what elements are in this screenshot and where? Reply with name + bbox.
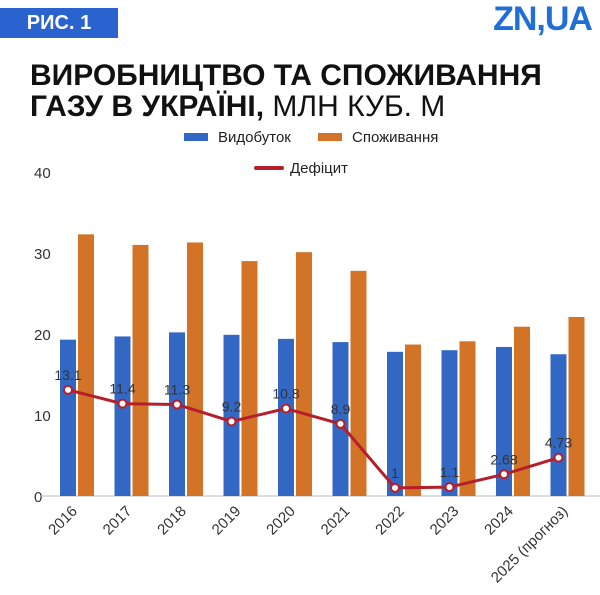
logo: ZN,UA — [493, 0, 593, 38]
deficit-label-7: 1.1 — [440, 464, 460, 480]
title-unit: МЛН КУБ. М — [264, 90, 446, 123]
y-tick-label-0: 0 — [34, 489, 42, 506]
bar-consumption-2 — [187, 242, 203, 496]
deficit-label-1: 11.4 — [109, 381, 135, 397]
x-tick-label-3: 2019 — [209, 503, 245, 539]
legend-swatch-1 — [318, 133, 342, 141]
deficit-label-9: 4.73 — [545, 435, 572, 451]
x-tick-label-0: 2016 — [45, 503, 81, 539]
legend-label-2: Дефіцит — [290, 160, 348, 177]
bar-production-8 — [496, 346, 512, 496]
legend-label-1: Споживання — [352, 129, 438, 146]
deficit-point-8 — [499, 469, 509, 480]
bar-consumption-4 — [296, 252, 312, 496]
y-tick-label-20: 20 — [34, 327, 51, 344]
bar-consumption-5 — [350, 270, 367, 496]
chart-title: ВИРОБНИЦТВО ТА СПОЖИВАННЯ ГАЗУ В УКРАЇНІ… — [30, 60, 542, 122]
bar-production-3 — [223, 334, 240, 496]
deficit-point-6 — [390, 482, 400, 493]
bar-consumption-9 — [568, 316, 585, 496]
y-tick-label-40: 40 — [34, 165, 51, 182]
legend-swatch-0 — [184, 133, 208, 141]
bar-consumption-7 — [459, 341, 476, 496]
deficit-label-5: 8.9 — [331, 401, 351, 417]
deficit-label-2: 11.3 — [164, 381, 190, 397]
x-tick-label-4: 2020 — [263, 503, 299, 539]
bar-consumption-0 — [78, 234, 94, 496]
deficit-label-8: 2.68 — [490, 451, 517, 467]
bar-consumption-1 — [132, 244, 149, 496]
y-tick-label-10: 10 — [34, 408, 51, 425]
deficit-label-0: 13.1 — [54, 367, 81, 383]
deficit-line: 13.1 11.4 11.3 9.2 10.8 8.9 1 1.1 2.68 4.73 — [54, 367, 572, 493]
deficit-point-4 — [281, 403, 291, 414]
deficit-label-3: 9.2 — [222, 398, 242, 414]
x-axis: 2016 2017 2018 2019 2020 2021 2022 2023 20242025… — [45, 503, 571, 587]
deficit-point-0 — [63, 384, 73, 395]
bars — [60, 234, 585, 496]
x-tick-label-2: 2018 — [154, 503, 190, 539]
bar-production-4 — [278, 338, 294, 496]
x-tick-label-6: 2022 — [372, 503, 408, 539]
y-tick-label-30: 30 — [34, 246, 51, 263]
bar-production-2 — [169, 332, 185, 496]
bar-production-0 — [60, 339, 76, 496]
x-tick-label-8: 2024 — [481, 503, 517, 539]
deficit-polyline — [67, 388, 559, 490]
x-tick-label-5: 2021 — [318, 503, 354, 539]
bar-consumption-8 — [514, 326, 530, 496]
deficit-point-2 — [172, 399, 182, 410]
x-tick-label-7: 2023 — [427, 503, 463, 539]
bar-consumption-3 — [241, 261, 258, 496]
deficit-point-3 — [226, 416, 237, 427]
bar-consumption-6 — [405, 344, 421, 496]
bar-production-6 — [387, 351, 403, 496]
x-tick-label-1: 2017 — [100, 503, 136, 539]
deficit-point-1 — [117, 398, 128, 409]
deficit-label-6: 1 — [391, 465, 399, 481]
title-line-2: ГАЗУ В УКРАЇНІ, — [30, 90, 265, 123]
figure-badge: РИС. 1 — [0, 8, 118, 38]
bar-production-1 — [114, 336, 131, 496]
deficit-point-7 — [444, 482, 455, 493]
deficit-point-5 — [335, 418, 346, 429]
legend-label-0: Видобуток — [218, 129, 291, 146]
deficit-point-9 — [553, 452, 564, 463]
bar-production-9 — [550, 354, 567, 496]
title-line-1: ВИРОБНИЦТВО ТА СПОЖИВАННЯ — [30, 59, 542, 92]
bar-production-7 — [441, 350, 458, 496]
deficit-label-4: 10.8 — [272, 386, 299, 402]
